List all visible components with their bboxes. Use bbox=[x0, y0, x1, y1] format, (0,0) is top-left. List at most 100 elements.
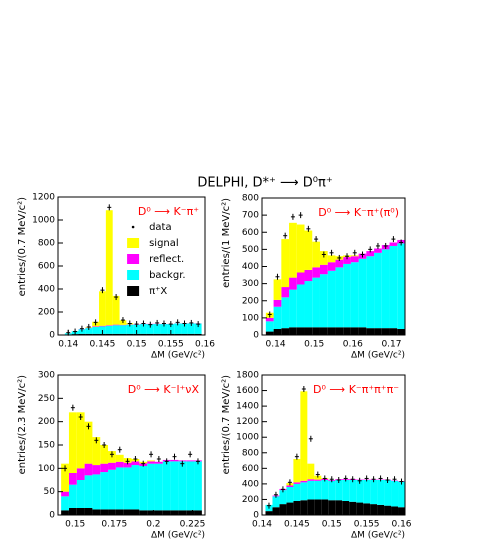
histogram-bar bbox=[296, 284, 305, 328]
data-point bbox=[189, 319, 194, 326]
data-point bbox=[188, 451, 193, 458]
histogram-bar bbox=[170, 510, 179, 515]
x-tick-label: 0.14 bbox=[252, 520, 272, 530]
histogram-bar bbox=[99, 325, 106, 327]
data-point bbox=[385, 477, 390, 483]
data-point bbox=[172, 453, 177, 460]
x-tick-label: 0.2 bbox=[146, 520, 160, 530]
histogram-bar bbox=[265, 331, 274, 335]
data-point bbox=[70, 404, 75, 411]
histogram-bar bbox=[112, 325, 120, 334]
histogram-bar bbox=[265, 321, 274, 332]
histogram-bar bbox=[139, 510, 148, 515]
y-tick-label: 1400 bbox=[236, 402, 259, 412]
data-point bbox=[168, 321, 173, 328]
histogram-bar bbox=[356, 480, 364, 503]
x-tick-label: 0.16 bbox=[343, 340, 363, 350]
histogram-bar bbox=[92, 509, 101, 515]
histogram-bar bbox=[356, 502, 364, 515]
histogram-bar bbox=[281, 287, 290, 298]
data-point bbox=[287, 479, 292, 486]
x-tick-label: 0.155 bbox=[354, 520, 380, 530]
data-point bbox=[94, 437, 99, 444]
histogram-bar bbox=[76, 480, 85, 508]
histogram-bar bbox=[147, 463, 155, 511]
histogram-bar bbox=[112, 295, 120, 325]
histogram-bar bbox=[343, 257, 351, 264]
data-point bbox=[86, 323, 91, 330]
histogram-bar bbox=[154, 463, 163, 511]
x-tick-label: 0.225 bbox=[180, 520, 206, 530]
histogram-bar bbox=[286, 487, 294, 503]
data-point bbox=[180, 460, 185, 467]
histogram-bar bbox=[126, 324, 134, 334]
histogram-bar bbox=[126, 333, 134, 335]
histogram-bar bbox=[92, 333, 100, 335]
y-tick-label: 300 bbox=[38, 371, 55, 381]
histogram-bar bbox=[186, 510, 195, 515]
histogram-bar bbox=[370, 480, 378, 505]
data-point bbox=[196, 321, 201, 328]
data-point bbox=[148, 321, 153, 328]
data-point bbox=[345, 253, 350, 260]
histogram-bar bbox=[327, 255, 336, 263]
y-tick-label: 200 bbox=[38, 308, 55, 318]
histogram-bar bbox=[76, 508, 85, 515]
legend-swatch bbox=[127, 254, 140, 264]
histogram-bar bbox=[293, 459, 301, 483]
histogram-bar bbox=[389, 242, 398, 246]
histogram-bar bbox=[92, 474, 101, 510]
histogram-bar bbox=[307, 463, 315, 480]
histogram-bar bbox=[61, 496, 69, 511]
histogram-bar bbox=[366, 251, 375, 257]
histogram-bar bbox=[99, 291, 106, 326]
y-tick-label: 600 bbox=[242, 228, 259, 238]
histogram-bar bbox=[194, 510, 202, 515]
histogram-bar bbox=[100, 463, 109, 473]
histogram-bar bbox=[289, 277, 297, 290]
data-point bbox=[161, 320, 166, 327]
histogram-bar bbox=[115, 454, 124, 462]
histogram-bar bbox=[115, 461, 124, 468]
histogram-bar bbox=[178, 510, 187, 515]
data-point bbox=[266, 502, 271, 509]
y-tick-label: 100 bbox=[38, 464, 55, 474]
data-point bbox=[343, 475, 348, 482]
data-point bbox=[371, 476, 376, 483]
x-tick-label: 0.14 bbox=[58, 340, 78, 350]
legend-label: π⁺X bbox=[149, 286, 167, 297]
histogram-bar bbox=[321, 499, 329, 515]
histogram-bar bbox=[160, 333, 168, 335]
data-point bbox=[164, 458, 169, 465]
data-point bbox=[329, 476, 334, 483]
x-tick-label: 0.14 bbox=[266, 340, 286, 350]
histogram-bar bbox=[307, 479, 315, 481]
histogram-bar bbox=[343, 263, 351, 328]
histogram-bar bbox=[115, 467, 124, 510]
data-point bbox=[290, 213, 295, 220]
histogram-bar bbox=[342, 480, 350, 501]
histogram-bar bbox=[92, 437, 101, 466]
histogram-bar bbox=[293, 483, 301, 501]
data-point bbox=[195, 458, 200, 465]
x-axis-label: ΔM (GeV/c²) bbox=[151, 351, 205, 361]
histogram-bar bbox=[181, 333, 188, 335]
data-point bbox=[117, 446, 122, 453]
histogram-bar bbox=[358, 327, 367, 335]
histogram-bar bbox=[300, 480, 308, 483]
histogram-bar bbox=[194, 323, 202, 334]
y-tick-label: 1200 bbox=[32, 193, 55, 203]
histogram-bar bbox=[84, 508, 93, 515]
data-point bbox=[294, 453, 299, 460]
histogram-bar bbox=[335, 500, 343, 515]
y-tick-label: 0 bbox=[49, 331, 55, 341]
histogram-bar bbox=[105, 333, 113, 335]
histogram-bar bbox=[300, 500, 308, 515]
histogram-bar bbox=[85, 333, 93, 335]
histogram-bar bbox=[381, 328, 390, 335]
histogram-bar bbox=[273, 329, 282, 335]
histogram-bar bbox=[279, 504, 287, 515]
histogram-bar bbox=[293, 482, 301, 484]
data-point bbox=[298, 212, 303, 219]
histogram-bar bbox=[300, 482, 308, 501]
